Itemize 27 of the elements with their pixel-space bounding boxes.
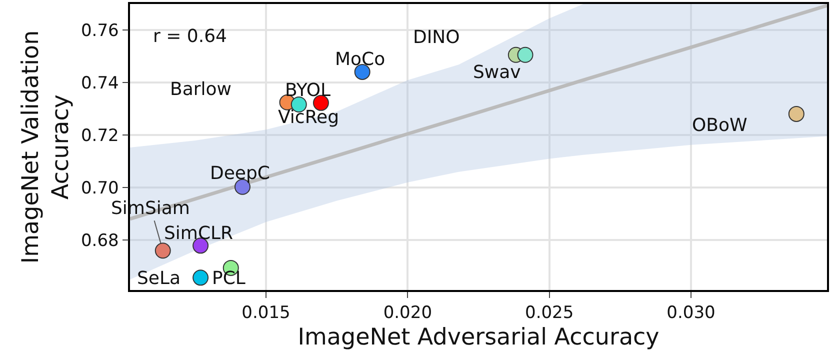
series-label: VicReg (278, 107, 340, 128)
y-tick-label: 0.70 (80, 178, 119, 199)
y-tick-label: 0.68 (80, 231, 119, 252)
x-axis-title: ImageNet Adversarial Accuracy (298, 324, 660, 350)
annotation: r = 0.64 (153, 26, 228, 47)
text: DINO (413, 27, 460, 48)
point (788, 106, 804, 122)
series-label: MoCo (335, 49, 386, 70)
x-tick-label: 0.025 (524, 303, 574, 324)
series-label: BYOL (285, 80, 331, 101)
y-tick-label: 0.76 (80, 21, 119, 42)
y-axis-title: ImageNet Validation Accuracy (18, 30, 74, 264)
text: OBoW (692, 115, 748, 136)
text: Barlow (170, 79, 232, 100)
point (517, 46, 534, 63)
series-label: Swav (473, 62, 522, 83)
x-tick-label: 0.030 (666, 303, 716, 324)
y-tick-label: 0.74 (80, 74, 119, 94)
series-label: PCL (212, 268, 246, 289)
point (192, 270, 209, 286)
y-tick-label: 0.72 (80, 126, 119, 146)
series-label: SimCLR (164, 223, 234, 244)
point (154, 242, 171, 259)
series-label: DeepC (210, 163, 270, 184)
x-tick-label: 0.020 (383, 303, 432, 324)
x-tick-label: 0.015 (242, 303, 290, 324)
series-label: SeLa (137, 268, 181, 289)
